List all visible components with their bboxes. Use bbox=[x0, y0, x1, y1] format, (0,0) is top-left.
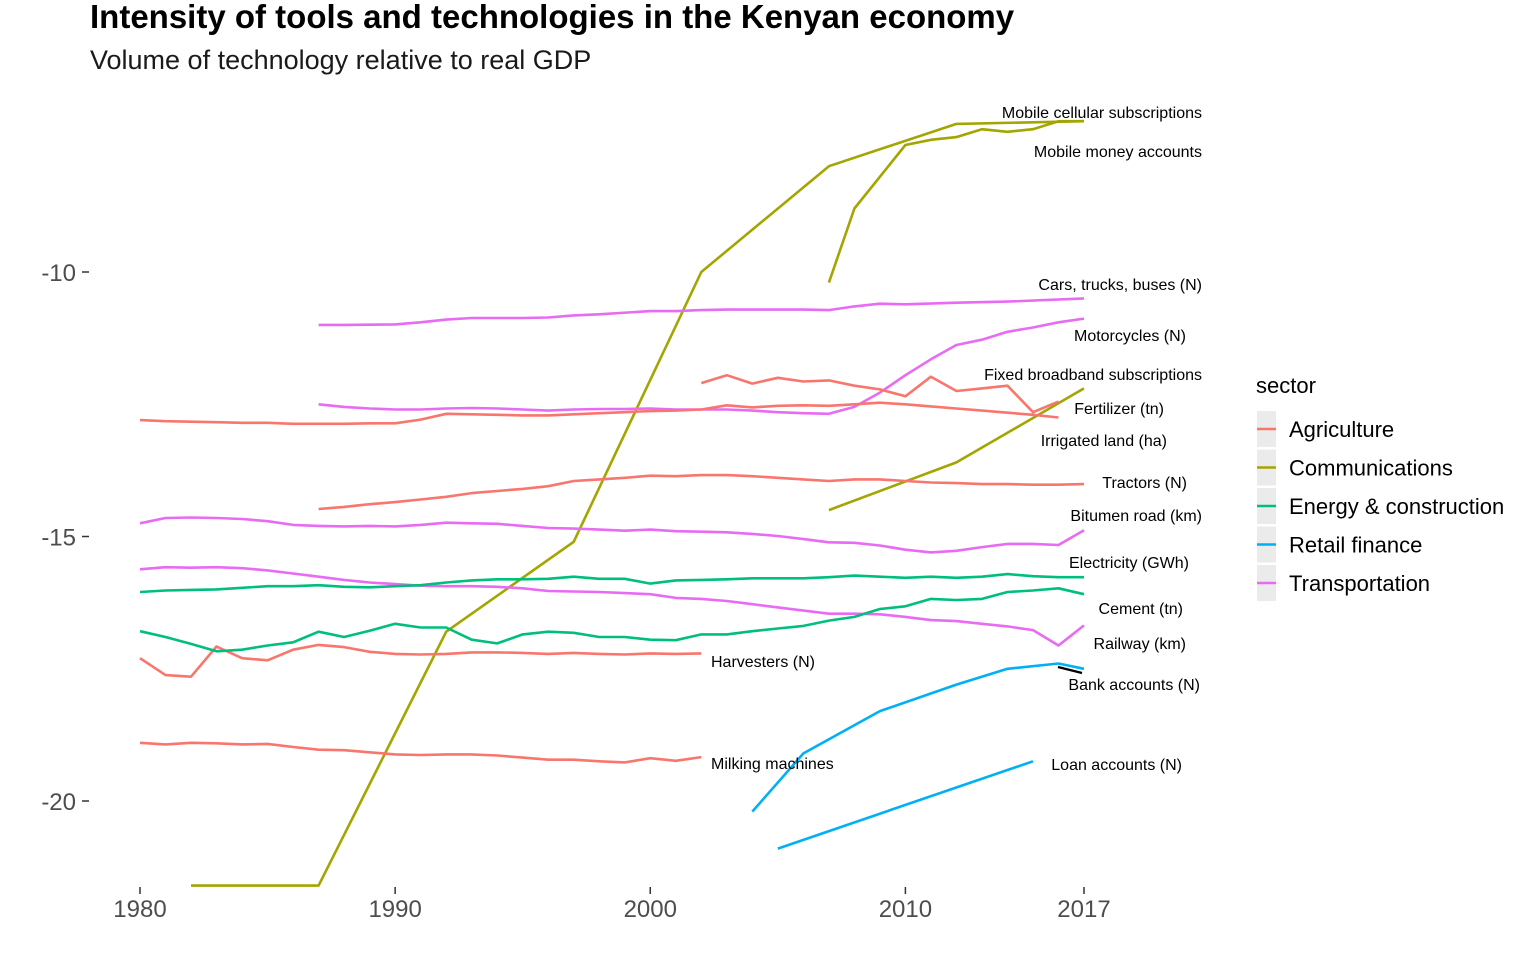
x-tick-label: 1980 bbox=[113, 896, 166, 923]
series-line-5 bbox=[139, 516, 1085, 554]
legend-title: sector bbox=[1256, 373, 1316, 398]
chart-title: Intensity of tools and technologies in t… bbox=[90, 0, 1015, 35]
series-line-6 bbox=[139, 565, 1085, 647]
series-end-label: Cement (tn) bbox=[1099, 601, 1183, 618]
series-end-label: Tractors (N) bbox=[1102, 475, 1187, 492]
y-tick-label: -15 bbox=[41, 525, 76, 552]
legend-label: Retail finance bbox=[1289, 533, 1422, 558]
series-line-7 bbox=[700, 373, 1059, 414]
x-tick-label: 2017 bbox=[1057, 896, 1110, 923]
series-end-label: Cars, trucks, buses (N) bbox=[1038, 277, 1202, 294]
x-tick-label: 1990 bbox=[368, 896, 421, 923]
series-end-label: Mobile cellular subscriptions bbox=[1002, 105, 1202, 122]
series-line-11 bbox=[139, 741, 702, 764]
y-tick-label: -10 bbox=[41, 260, 76, 287]
series-end-label: Bitumen road (km) bbox=[1070, 508, 1202, 525]
series-line-9 bbox=[318, 473, 1085, 511]
legend-label: Agriculture bbox=[1289, 417, 1394, 442]
series-end-label: Irrigated land (ha) bbox=[1041, 433, 1167, 450]
series-line-3 bbox=[318, 297, 1085, 327]
x-axis: 1980 1990 2000 2010 2017 bbox=[113, 887, 1111, 923]
legend-label: Energy & construction bbox=[1289, 494, 1504, 519]
series-labels: Mobile cellular subscriptions Mobile mone… bbox=[711, 105, 1202, 774]
series-end-label: Milking machines bbox=[711, 756, 834, 773]
series-line-2 bbox=[828, 387, 1085, 512]
series-line-8 bbox=[139, 401, 1059, 426]
y-tick-label: -20 bbox=[41, 789, 76, 816]
series-end-label: Electricity (GWh) bbox=[1069, 555, 1189, 572]
series-line-0 bbox=[191, 119, 1085, 887]
series-end-label: Harvesters (N) bbox=[711, 654, 815, 671]
series-end-label: Motorcycles (N) bbox=[1074, 328, 1186, 345]
x-tick-label: 2000 bbox=[624, 896, 677, 923]
x-tick-label: 2010 bbox=[879, 896, 932, 923]
series-line-13 bbox=[139, 587, 1085, 653]
label-leader-line bbox=[1057, 665, 1083, 675]
series-line-15 bbox=[777, 760, 1034, 850]
series-line-1 bbox=[827, 119, 1084, 284]
legend-label: Transportation bbox=[1289, 571, 1430, 596]
series-end-label: Mobile money accounts bbox=[1034, 144, 1202, 161]
series-end-label: Bank accounts (N) bbox=[1068, 677, 1200, 694]
series-line-4 bbox=[318, 317, 1085, 416]
series-end-label: Fixed broadband subscriptions bbox=[984, 367, 1202, 384]
legend-items: Agriculture Communications Energy & constr… bbox=[1257, 411, 1504, 601]
y-axis: -10 -15 -20 bbox=[41, 260, 89, 816]
series-lines bbox=[139, 119, 1085, 887]
series-end-label: Fertilizer (tn) bbox=[1074, 401, 1164, 418]
legend-label: Communications bbox=[1289, 456, 1453, 481]
legend: sector Agriculture Communications Energy &… bbox=[1256, 373, 1504, 601]
chart-subtitle: Volume of technology relative to real GD… bbox=[90, 45, 591, 75]
series-end-label: Railway (km) bbox=[1094, 636, 1186, 653]
series-line-12 bbox=[139, 572, 1084, 594]
series-end-label: Loan accounts (N) bbox=[1051, 757, 1182, 774]
series-line-10 bbox=[139, 643, 702, 678]
series-line-14 bbox=[751, 662, 1085, 813]
